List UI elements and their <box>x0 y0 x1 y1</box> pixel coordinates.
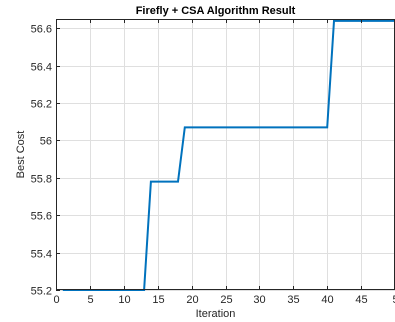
y-axis-label: Best Cost <box>15 131 27 179</box>
y-tick-label: 56.4 <box>31 62 52 74</box>
x-tick-label: 45 <box>355 294 367 306</box>
x-tick-label: 25 <box>220 294 232 306</box>
x-tick-label: 20 <box>186 294 198 306</box>
x-tick-label: 0 <box>53 294 59 306</box>
plot-area <box>56 19 395 290</box>
x-tick-label: 10 <box>118 294 130 306</box>
y-tick-label: 56 <box>40 136 52 148</box>
x-axis-label: Iteration <box>196 308 236 320</box>
y-tick-label: 55.2 <box>31 286 52 298</box>
x-tick-label: 5 <box>87 294 93 306</box>
chart-title: Firefly + CSA Algorithm Result <box>136 5 296 17</box>
x-tick-label: 30 <box>253 294 265 306</box>
y-tick-label: 56.2 <box>31 99 52 111</box>
x-tick-label: 35 <box>287 294 299 306</box>
x-tick-label: 15 <box>152 294 164 306</box>
y-tick-label: 55.6 <box>31 211 52 223</box>
y-tick-label: 55.4 <box>31 249 52 261</box>
y-tick-label: 55.8 <box>31 174 52 186</box>
y-tick-label: 56.6 <box>31 24 52 36</box>
x-tick-label: 40 <box>321 294 333 306</box>
